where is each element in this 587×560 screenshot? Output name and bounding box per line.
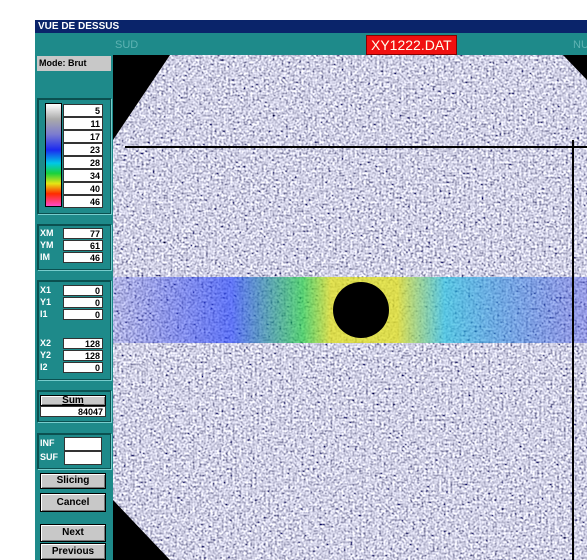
- field-value: 128: [63, 338, 103, 349]
- mode-label: Mode: Brut: [37, 56, 111, 71]
- field-label: X1: [40, 285, 51, 295]
- scale-value: 17: [63, 130, 103, 143]
- field-value: 46: [63, 252, 103, 263]
- scale-value: 34: [63, 169, 103, 182]
- slicing-button[interactable]: Slicing: [40, 473, 106, 489]
- scale-value: 46: [63, 195, 103, 208]
- scale-value: 28: [63, 156, 103, 169]
- field-value: 0: [63, 309, 103, 320]
- field-label: YM: [40, 240, 54, 250]
- file-name: XY1222.DAT: [366, 35, 457, 55]
- field-label: XM: [40, 228, 54, 238]
- right-label: NU: [573, 39, 587, 51]
- field-value: 128: [63, 350, 103, 361]
- field-label: Y1: [40, 297, 51, 307]
- color-bar: [45, 103, 62, 207]
- field-value: 77: [63, 228, 103, 239]
- beam-stop: [333, 282, 389, 338]
- sum-value: 84047: [40, 406, 106, 417]
- scale-value: 23: [63, 143, 103, 156]
- previous-button[interactable]: Previous: [40, 543, 106, 560]
- next-button[interactable]: Next: [40, 524, 106, 542]
- scale-value: 11: [63, 117, 103, 130]
- scale-value: 5: [63, 104, 103, 117]
- left-label: SUD: [115, 39, 138, 51]
- header-bar: SUD XY1222.DAT NU: [35, 33, 587, 55]
- sum-button[interactable]: Sum: [40, 395, 106, 406]
- sup-label: SUF: [40, 452, 58, 462]
- inf-label: INF: [40, 438, 55, 448]
- detector-view: [113, 55, 587, 560]
- page: {"window": {"title": "VUE DE DESSUS", "l…: [0, 0, 587, 560]
- field-value: 0: [63, 285, 103, 296]
- field-label: X2: [40, 338, 51, 348]
- field-value: 0: [63, 297, 103, 308]
- sup-input[interactable]: [64, 451, 102, 465]
- inf-input[interactable]: [64, 437, 102, 451]
- field-value: 0: [63, 362, 103, 373]
- field-label: I2: [40, 362, 48, 372]
- field-label: IM: [40, 252, 50, 262]
- title-bar: VUE DE DESSUS: [35, 20, 587, 33]
- scale-value: 40: [63, 182, 103, 195]
- cancel-button[interactable]: Cancel: [40, 493, 106, 512]
- field-label: Y2: [40, 350, 51, 360]
- field-label: I1: [40, 309, 48, 319]
- field-value: 61: [63, 240, 103, 251]
